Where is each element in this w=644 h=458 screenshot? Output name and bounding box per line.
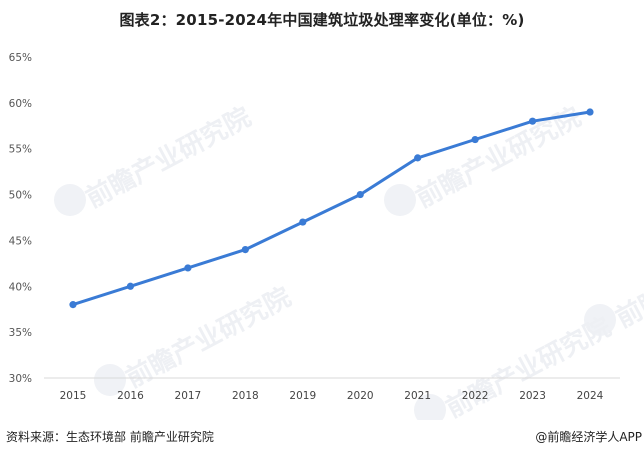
watermark-text: 前瞻产业研究院 <box>611 221 644 334</box>
watermark-logo-icon <box>584 304 616 336</box>
chart-title: 图表2：2015-2024年中国建筑垃圾处理率变化(单位：%) <box>119 11 525 29</box>
data-point-marker <box>528 117 537 125</box>
y-tick-label: 40% <box>9 281 32 293</box>
data-point-marker <box>184 264 192 272</box>
x-tick-label: 2021 <box>404 390 431 402</box>
data-point-marker <box>586 108 594 116</box>
watermark-text: 前瞻产业研究院 <box>441 311 616 420</box>
data-point-marker <box>356 190 364 199</box>
series-line <box>71 110 592 307</box>
data-point-marker <box>69 301 77 309</box>
data-point-marker <box>414 154 422 162</box>
x-axis: 2015 2016 2017 2018 2019 2020 2021 2022 2023 2024 <box>60 390 604 402</box>
x-tick-label: 2017 <box>175 390 202 402</box>
x-tick-label: 2024 <box>577 390 604 402</box>
watermark-logo-icon <box>54 184 86 216</box>
x-tick-label: 2016 <box>117 390 144 402</box>
data-point-marker <box>299 218 307 226</box>
data-markers <box>69 108 594 309</box>
y-tick-label: 30% <box>9 373 32 385</box>
y-tick-label: 60% <box>9 98 32 110</box>
source-note: 资料来源：生态环境部 前瞻产业研究院 <box>6 430 214 444</box>
data-point-marker <box>126 282 135 290</box>
y-tick-label: 45% <box>9 235 32 247</box>
data-point-marker <box>471 135 479 144</box>
x-tick-label: 2019 <box>289 390 316 402</box>
watermark-logo-icon <box>94 364 126 396</box>
x-tick-label: 2015 <box>60 390 87 402</box>
credit-note: @前瞻经济学人APP <box>535 430 642 444</box>
watermark-text: 前瞻产业研究院 <box>121 281 296 394</box>
x-tick-label: 2020 <box>347 390 374 402</box>
watermark-text: 前瞻产业研究院 <box>81 101 256 214</box>
y-tick-label: 65% <box>9 52 32 64</box>
x-tick-label: 2023 <box>519 390 546 402</box>
watermark-logo-icon <box>384 184 416 216</box>
y-tick-label: 50% <box>9 190 32 202</box>
y-tick-label: 35% <box>9 327 32 339</box>
data-point-marker <box>241 246 249 254</box>
x-tick-label: 2022 <box>462 390 489 402</box>
y-axis: 30% 35% 40% 45% 50% 55% 60% 65% <box>9 52 32 385</box>
y-tick-label: 55% <box>9 144 32 156</box>
x-tick-label: 2018 <box>232 390 259 402</box>
watermark-logo-icon <box>414 394 446 420</box>
